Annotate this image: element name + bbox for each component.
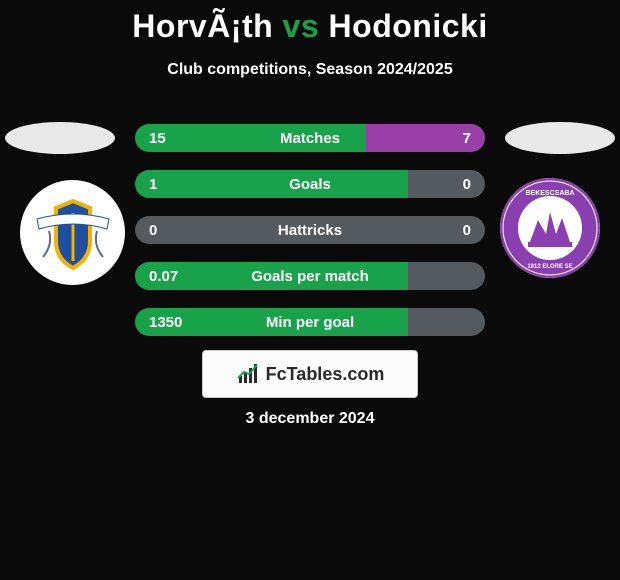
subtitle: Club competitions, Season 2024/2025: [0, 61, 620, 79]
stats-bars: 15Matches71Goals00Hattricks00.07Goals pe…: [135, 124, 485, 354]
stat-label: Goals: [135, 176, 485, 193]
stat-right-value: 0: [463, 222, 471, 239]
stat-right-value: 0: [463, 176, 471, 193]
stat-row: 0.07Goals per match: [135, 262, 485, 290]
stat-row: 1350Min per goal: [135, 308, 485, 336]
stat-right-value: 7: [463, 130, 471, 147]
bekescsaba-badge-icon: BEKESCSABA 1912 ELORE SE: [500, 178, 600, 278]
team2-logo: BEKESCSABA 1912 ELORE SE: [500, 178, 600, 278]
chart-icon: [236, 362, 260, 386]
brand-text: FcTables.com: [266, 364, 385, 385]
stat-row: 1Goals0: [135, 170, 485, 198]
stat-row: 0Hattricks0: [135, 216, 485, 244]
brand-box: FcTables.com: [202, 350, 418, 398]
stat-row: 15Matches7: [135, 124, 485, 152]
team1-logo: [20, 180, 125, 285]
stat-label: Matches: [135, 130, 485, 147]
player2-name: Hodonicki: [329, 8, 488, 44]
svg-text:1912 ELORE SE: 1912 ELORE SE: [527, 264, 572, 270]
left-base-ellipse: [5, 122, 115, 154]
svg-text:BEKESCSABA: BEKESCSABA: [525, 190, 574, 197]
infographic-root: HorvÃ¡th vs Hodonicki Club competitions,…: [0, 0, 620, 580]
right-base-ellipse: [505, 122, 615, 154]
stat-label: Min per goal: [135, 314, 485, 331]
page-title: HorvÃ¡th vs Hodonicki: [0, 0, 620, 45]
date-text: 3 december 2024: [0, 410, 620, 428]
player1-name: HorvÃ¡th: [132, 8, 273, 44]
stat-label: Hattricks: [135, 222, 485, 239]
vs-text: vs: [283, 8, 320, 44]
stat-label: Goals per match: [135, 268, 485, 285]
kozarmisleny-badge-icon: [23, 183, 123, 283]
